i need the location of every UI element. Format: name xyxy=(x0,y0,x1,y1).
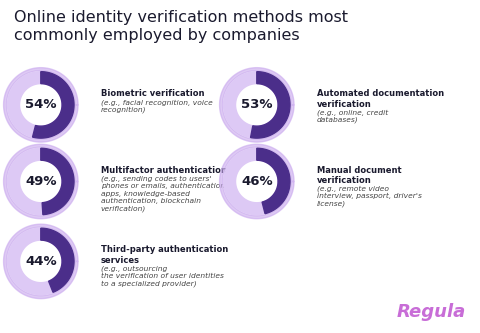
Text: 46%: 46% xyxy=(241,175,273,188)
Text: Biometric verification: Biometric verification xyxy=(101,89,204,98)
Text: Manual document
verification: Manual document verification xyxy=(317,166,401,185)
Polygon shape xyxy=(33,72,74,138)
Text: (e.g., online, credit
databases): (e.g., online, credit databases) xyxy=(317,109,388,124)
Polygon shape xyxy=(251,72,290,138)
Text: (e.g., remote video
interview, passport, driver's
license): (e.g., remote video interview, passport,… xyxy=(317,185,421,207)
Text: 53%: 53% xyxy=(241,98,273,112)
Polygon shape xyxy=(8,72,74,138)
Polygon shape xyxy=(41,228,74,292)
Text: Multifactor authentication: Multifactor authentication xyxy=(101,166,227,174)
Text: 49%: 49% xyxy=(25,175,57,188)
Polygon shape xyxy=(257,148,290,214)
Polygon shape xyxy=(219,68,294,142)
Polygon shape xyxy=(8,228,74,295)
Text: (e.g., outsourcing
the verification of user identities
to a specialized provider: (e.g., outsourcing the verification of u… xyxy=(101,265,224,287)
Text: (e.g., facial recognition, voice
recognition): (e.g., facial recognition, voice recogni… xyxy=(101,99,213,114)
Polygon shape xyxy=(3,224,78,299)
Polygon shape xyxy=(224,72,290,138)
Polygon shape xyxy=(3,144,78,219)
Text: Online identity verification methods most
commonly employed by companies: Online identity verification methods mos… xyxy=(14,10,348,43)
Polygon shape xyxy=(8,148,74,215)
Text: Automated documentation
verification: Automated documentation verification xyxy=(317,89,444,109)
Text: 44%: 44% xyxy=(25,255,57,268)
Text: 54%: 54% xyxy=(25,98,57,112)
Polygon shape xyxy=(224,148,290,215)
Text: Third-party authentication
services: Third-party authentication services xyxy=(101,245,228,265)
Polygon shape xyxy=(41,148,74,215)
Polygon shape xyxy=(3,68,78,142)
Text: Regula: Regula xyxy=(396,303,466,321)
Polygon shape xyxy=(219,144,294,219)
Text: (e.g., sending codes to users'
phones or emails, authentication
apps, knowledge-: (e.g., sending codes to users' phones or… xyxy=(101,175,225,212)
